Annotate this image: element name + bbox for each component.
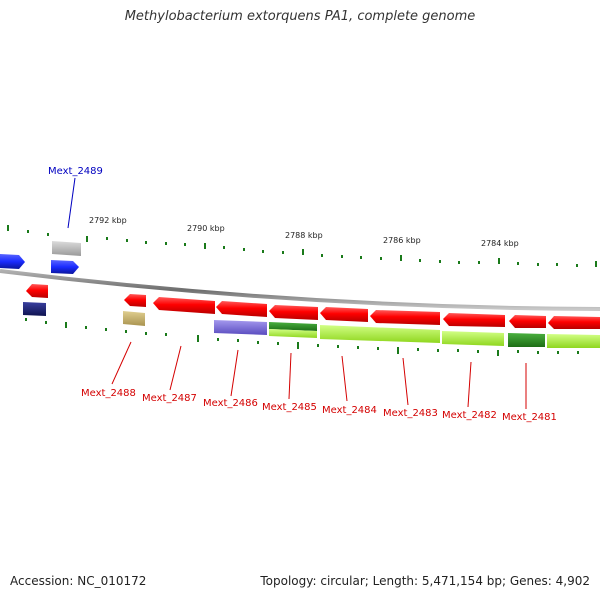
scale-label: 2786 kbp bbox=[383, 236, 421, 245]
gene-feature[interactable] bbox=[269, 322, 317, 331]
scale-label: 2790 kbp bbox=[187, 224, 225, 233]
gene-feature[interactable] bbox=[508, 333, 545, 347]
gene-label[interactable]: Mext_2487 bbox=[142, 393, 197, 404]
gene-feature[interactable] bbox=[320, 307, 368, 322]
gene-feature[interactable] bbox=[509, 315, 546, 328]
inner-tick-marks bbox=[25, 318, 579, 356]
scale-label: 2784 kbp bbox=[481, 239, 519, 248]
gene-feature[interactable] bbox=[216, 301, 267, 317]
gene-label[interactable]: Mext_2488 bbox=[81, 388, 136, 399]
genome-summary-text: Topology: circular; Length: 5,471,154 bp… bbox=[260, 574, 590, 588]
accession-text: Accession: NC_010172 bbox=[10, 574, 147, 588]
scale-label: 2788 kbp bbox=[285, 231, 323, 240]
gene-feature[interactable] bbox=[123, 311, 145, 326]
gene-feature[interactable] bbox=[269, 305, 318, 320]
gene-feature[interactable] bbox=[370, 310, 440, 325]
gene-label[interactable]: Mext_2482 bbox=[442, 410, 497, 421]
gene-feature[interactable] bbox=[52, 241, 81, 256]
gene-feature[interactable] bbox=[26, 284, 48, 298]
gene-feature[interactable] bbox=[51, 260, 79, 274]
gene-feature[interactable] bbox=[547, 334, 600, 348]
gene-feature[interactable] bbox=[153, 297, 215, 314]
gene-label[interactable]: Mext_2485 bbox=[262, 402, 317, 413]
gene-feature[interactable] bbox=[0, 254, 25, 269]
gene-feature[interactable] bbox=[443, 313, 505, 327]
gene-feature[interactable] bbox=[442, 331, 504, 346]
gene-feature[interactable] bbox=[214, 320, 267, 335]
scale-label: 2792 kbp bbox=[89, 216, 127, 225]
gene-label[interactable]: Mext_2489 bbox=[48, 166, 103, 177]
outer-tick-marks bbox=[7, 225, 597, 267]
gene-feature[interactable] bbox=[548, 316, 600, 329]
gene-label[interactable]: Mext_2483 bbox=[383, 408, 438, 419]
map-title: Methylobacterium extorquens PA1, complet… bbox=[124, 9, 476, 24]
gene-feature[interactable] bbox=[320, 325, 440, 343]
gene-feature[interactable] bbox=[124, 294, 146, 307]
genome-backbone bbox=[0, 269, 600, 311]
gene-label[interactable]: Mext_2486 bbox=[203, 398, 258, 409]
gene-feature[interactable] bbox=[269, 329, 317, 338]
gene-label[interactable]: Mext_2481 bbox=[502, 412, 557, 423]
gene-feature[interactable] bbox=[23, 302, 46, 316]
label-leaders bbox=[67, 177, 527, 409]
gene-label[interactable]: Mext_2484 bbox=[322, 405, 377, 416]
